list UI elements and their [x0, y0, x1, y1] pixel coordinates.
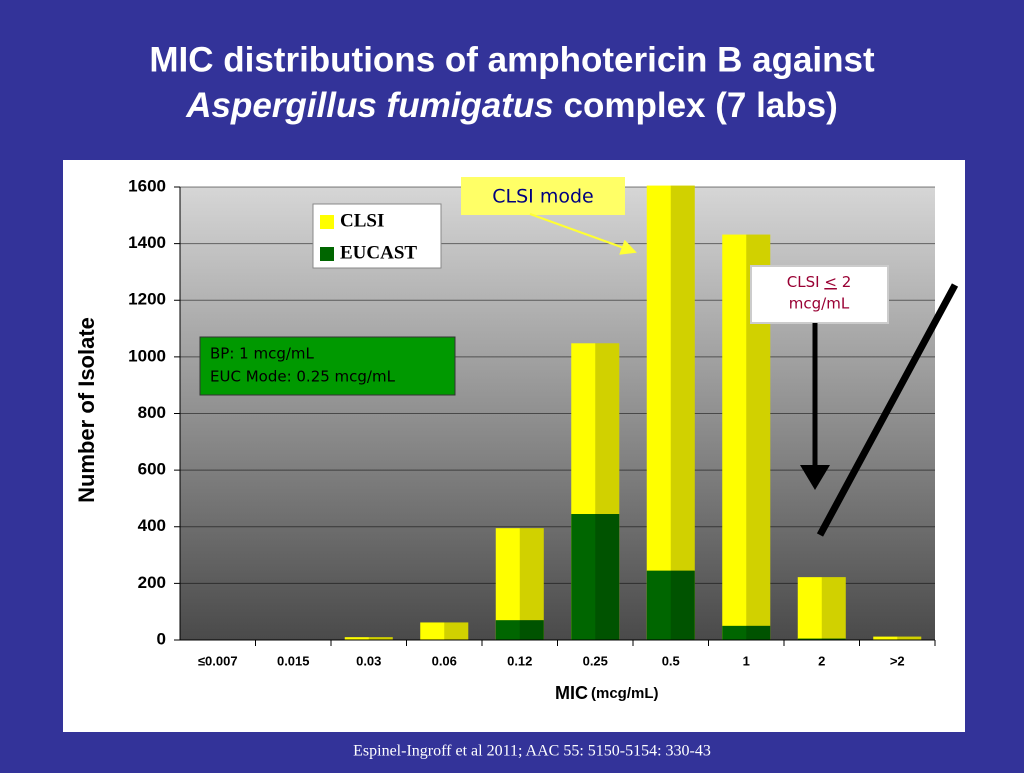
bar: [646, 185, 695, 640]
y-tick-label: 1400: [128, 233, 166, 252]
bar-shade: [368, 637, 393, 640]
title-line2: Aspergillus fumigatus complex (7 labs): [185, 86, 838, 125]
bar: [495, 620, 544, 640]
title-italic: Aspergillus fumigatus: [185, 86, 554, 125]
bar-shade: [897, 636, 922, 640]
bar-shade: [746, 625, 771, 640]
x-tick-label: 0.5: [662, 653, 680, 668]
clsi-prefix: CLSI: [787, 273, 820, 291]
mode-box: [461, 177, 625, 215]
legend: [312, 203, 442, 269]
legend-swatch: [320, 247, 334, 261]
x-tick-label: ≤0.007: [198, 653, 238, 668]
y-tick-label: 0: [157, 629, 166, 648]
mode-label: CLSI mode: [492, 186, 593, 208]
bar: [873, 636, 922, 640]
bar: [344, 637, 393, 640]
y-tick-label: 1000: [128, 346, 166, 365]
legend-label: CLSI: [340, 210, 384, 231]
y-tick-label: 1200: [128, 290, 166, 309]
bp-box: [199, 336, 456, 396]
bar-shade: [670, 570, 695, 640]
bar: [646, 570, 695, 640]
title-rest: complex (7 labs): [564, 86, 838, 125]
clsi-symbol: <: [824, 273, 837, 291]
bar: [420, 622, 469, 640]
x-tick-label: >2: [890, 653, 905, 668]
x-tick-label: 0.25: [583, 653, 608, 668]
x-tick-label: 0.12: [507, 653, 532, 668]
clsi-line1: CLSI < 2: [787, 273, 851, 291]
clsi-value: 2: [842, 273, 852, 291]
bp-line: BP: 1 mcg/mL: [210, 345, 315, 363]
y-tick-label: 600: [138, 460, 166, 479]
bar-shade: [821, 577, 846, 640]
y-tick-label: 800: [138, 403, 166, 422]
legend-items: CLSI EUCAST: [320, 210, 417, 263]
bar: [722, 625, 771, 640]
clsi-line2: mcg/mL: [789, 295, 850, 313]
clsi-box: [750, 265, 889, 324]
legend-swatch: [320, 215, 334, 229]
citation: Espinel-Ingroff et al 2011; AAC 55: 5150…: [353, 743, 711, 760]
x-tick-label: 0.06: [432, 653, 457, 668]
x-tick-label: 0.015: [277, 653, 310, 668]
title-line1: MIC distributions of amphotericin B agai…: [149, 40, 875, 79]
bar: [571, 514, 620, 640]
bar-shade: [821, 638, 846, 640]
bar-shade: [519, 620, 544, 640]
x-tick-label: 0.03: [356, 653, 381, 668]
y-tick-label: 1600: [128, 176, 166, 195]
bar-shade: [444, 622, 469, 640]
y-tick-label: 200: [138, 573, 166, 592]
x-label: MIC: [555, 683, 588, 703]
legend-label: EUCAST: [340, 242, 417, 263]
bar-shade: [595, 514, 620, 640]
bar: [797, 638, 846, 640]
x-axis-title: MIC (mcg/mL): [555, 683, 659, 703]
mode-arrow: [529, 213, 637, 255]
x-label-unit: (mcg/mL): [591, 685, 659, 702]
x-tick-label: 1: [743, 653, 750, 668]
y-axis-title: Number of Isolate: [74, 317, 99, 503]
x-tick-label: 2: [818, 653, 825, 668]
slash-line: [816, 283, 959, 537]
bar-shade: [670, 185, 695, 640]
y-tick-label: 400: [138, 516, 166, 535]
bp-line: EUC Mode: 0.25 mcg/mL: [210, 368, 396, 386]
bar: [797, 577, 846, 640]
